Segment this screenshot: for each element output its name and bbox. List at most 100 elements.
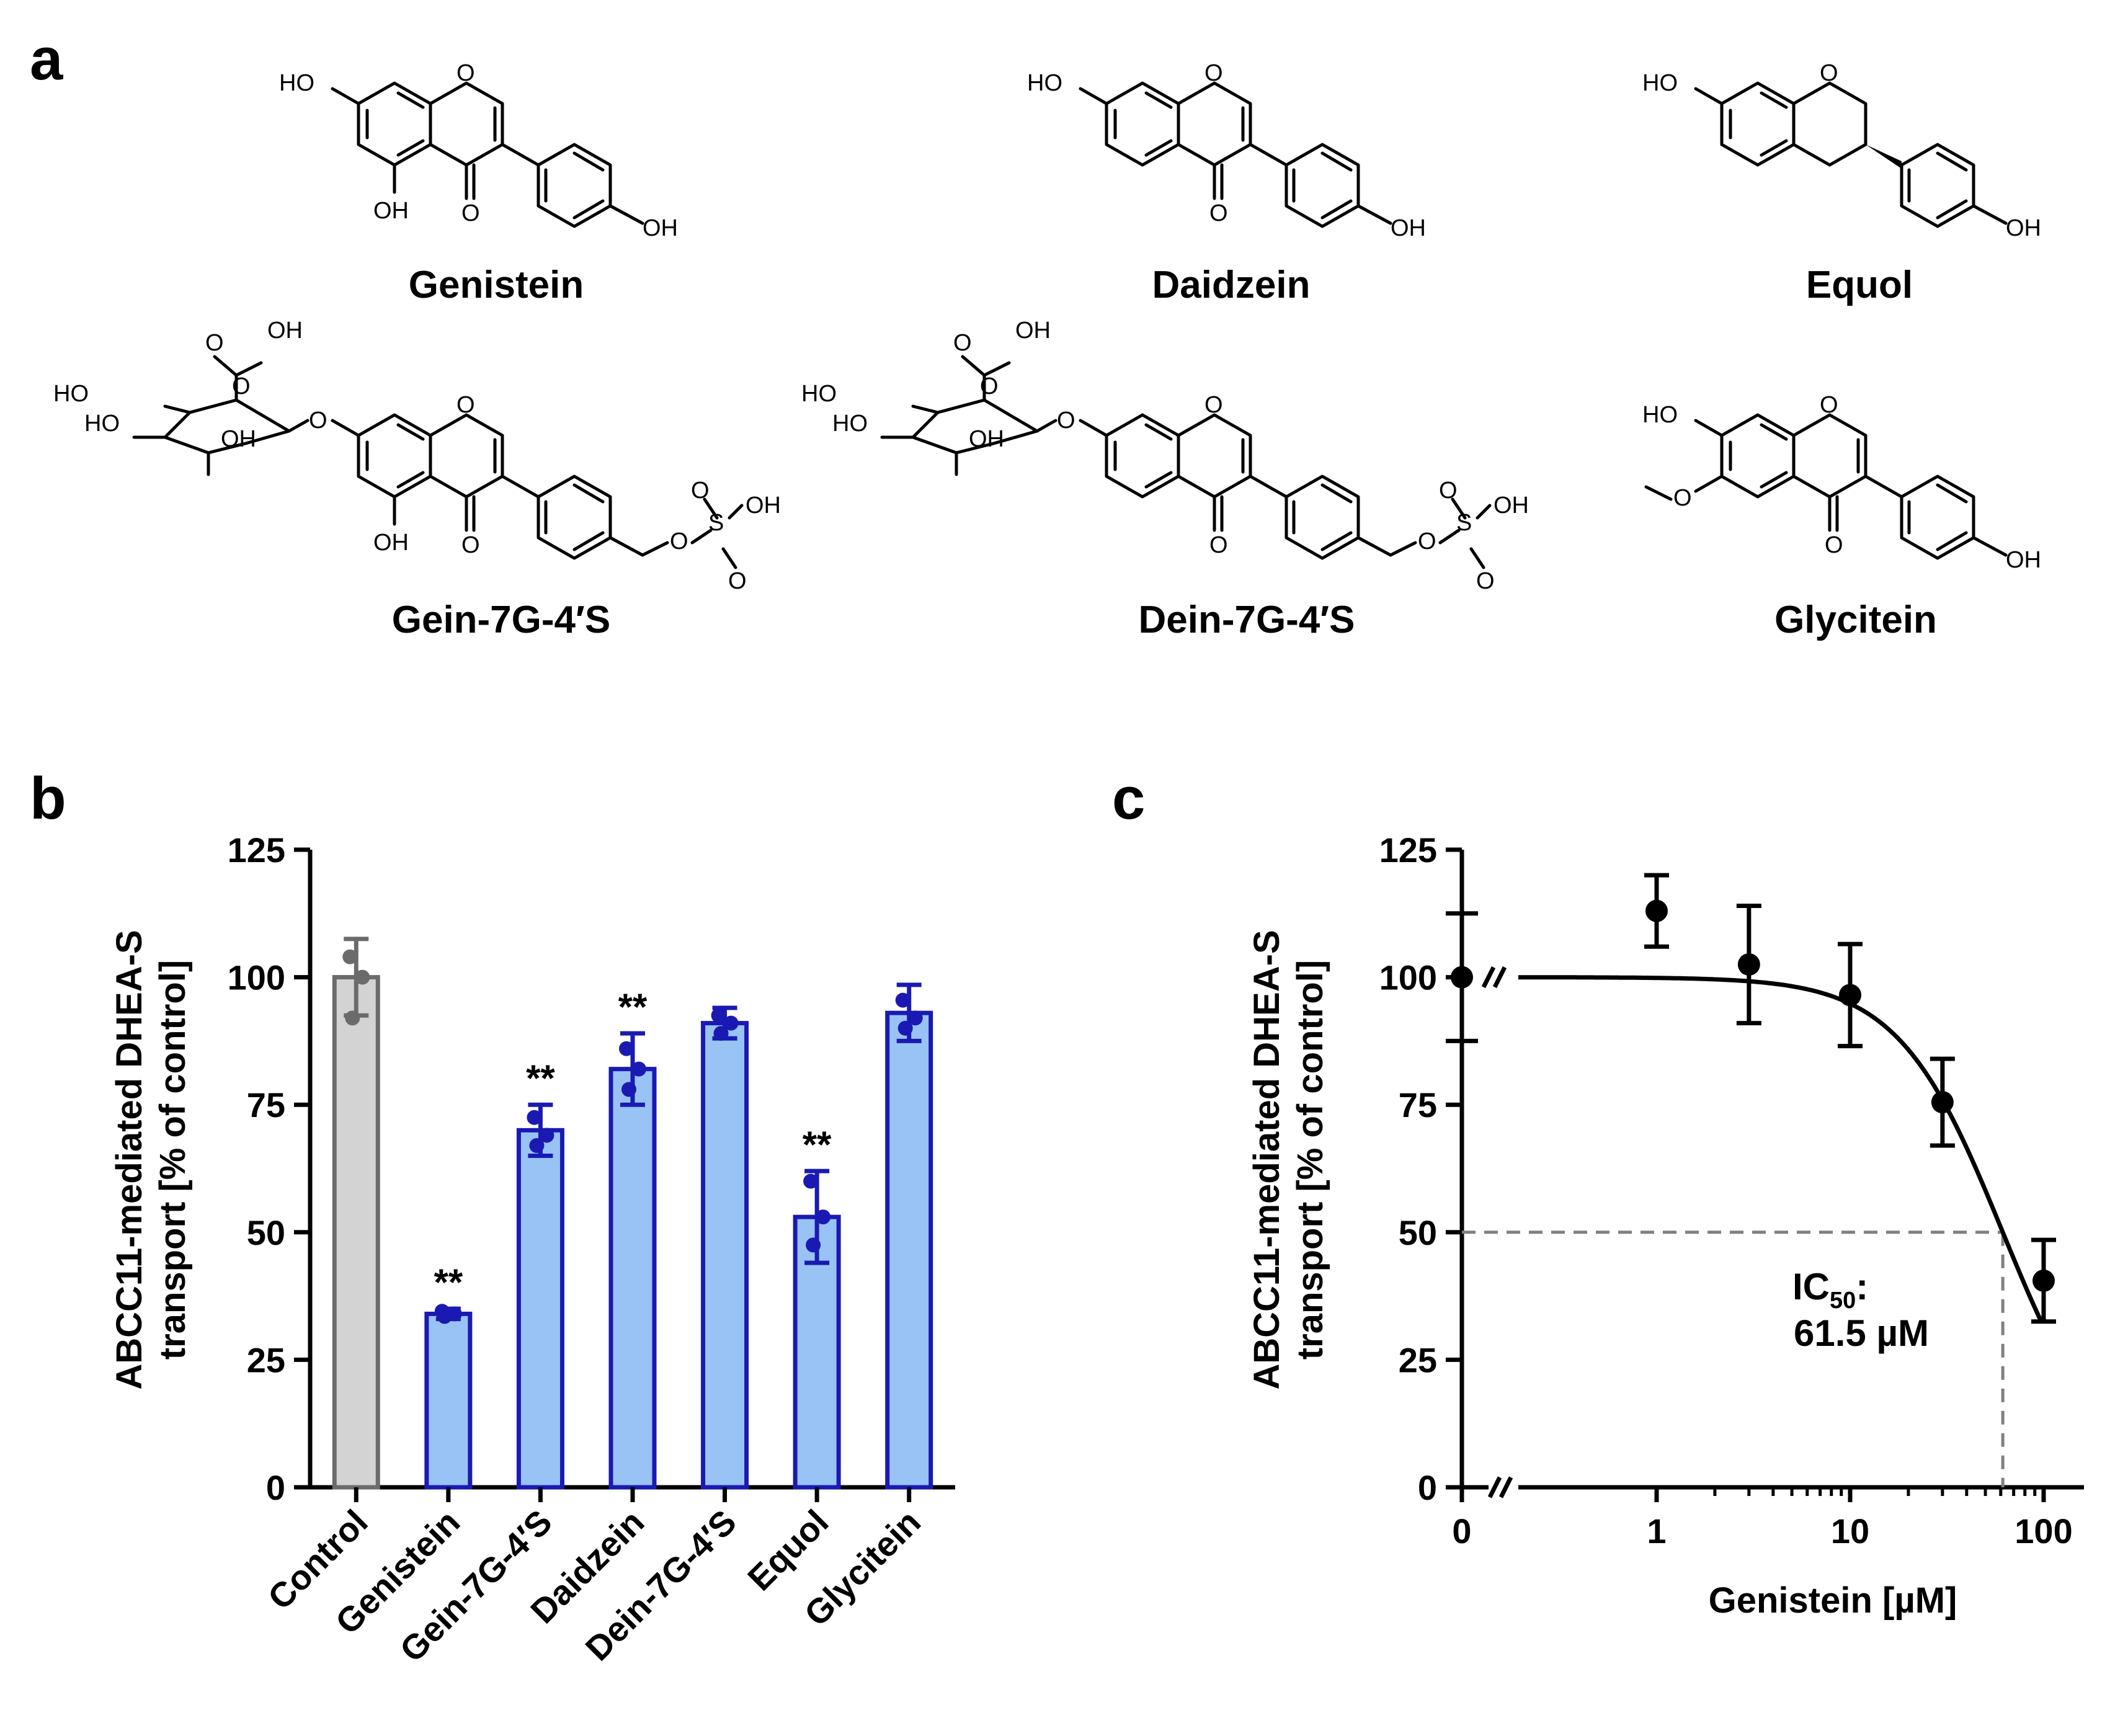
data-point: [631, 1061, 646, 1077]
bar: [701, 1021, 749, 1490]
ic50-label: IC50:: [1792, 1266, 1868, 1314]
data-point: [897, 1020, 913, 1036]
atom-label: O: [728, 568, 747, 594]
atom-label: O: [1209, 200, 1228, 226]
data-point: [2032, 1269, 2055, 1292]
y-tick-label: 125: [228, 830, 285, 870]
compound-name-equol: Equol: [1806, 264, 1913, 306]
data-point: [345, 1010, 360, 1026]
bar: [608, 1067, 657, 1490]
panel-label-b: b: [30, 765, 66, 832]
data-point: [713, 1026, 729, 1041]
data-point: [806, 1237, 821, 1253]
atom-label: OH: [2006, 547, 2041, 573]
y-tick-label: 25: [1399, 1340, 1437, 1379]
atom-label: O: [1820, 60, 1838, 86]
y-tick-label: 0: [266, 1468, 285, 1507]
atom-label: O: [670, 528, 688, 554]
atom-label: HO: [1642, 402, 1678, 428]
y-tick-label: 75: [1399, 1085, 1437, 1124]
x-tick-label: 10: [1831, 1511, 1869, 1551]
y-tick-label: 100: [228, 958, 285, 997]
fit-curve: [1518, 975, 2044, 1324]
atom-label: O: [1825, 532, 1843, 558]
ic50-colon: :: [1856, 1266, 1868, 1307]
bar: [516, 1128, 564, 1490]
axis-break-mark: [1481, 966, 1496, 989]
atom-label: HO: [53, 381, 89, 407]
atom-label: OH: [373, 530, 409, 556]
data-point: [907, 1010, 923, 1026]
data-point: [711, 1008, 726, 1023]
atom-label: O: [461, 532, 480, 558]
bar: [332, 975, 380, 1490]
bar: [424, 1311, 473, 1490]
data-point: [895, 992, 910, 1008]
x-tick-label: 100: [2014, 1511, 2072, 1551]
atom-label: OH: [267, 318, 303, 344]
atom-label: O: [205, 330, 224, 356]
significance-marker: **: [434, 1262, 463, 1303]
data-point: [816, 1209, 831, 1225]
y-axis-label-c-line1: ABCC11-mediated DHEA-S: [1247, 930, 1287, 1389]
atom-label: OH: [746, 492, 781, 519]
atom-label: S: [708, 510, 724, 536]
data-point: [1645, 899, 1668, 922]
panel-label-c: c: [1112, 765, 1145, 832]
bar: [885, 1010, 933, 1490]
atom-label: O: [309, 407, 327, 434]
atom-label: O: [1418, 528, 1436, 554]
data-point: [1839, 984, 1861, 1007]
ic50-value: 61.5 µM: [1794, 1312, 1929, 1354]
compound-name-dein-7g-4s: Dein-7G-4′S: [1138, 599, 1355, 641]
atom-label: OH: [643, 215, 678, 241]
data-point: [529, 1137, 545, 1153]
y-tick-label: 0: [1418, 1468, 1437, 1507]
data-point: [1931, 1091, 1954, 1114]
atom-label: O: [1204, 392, 1223, 418]
atom-label: O: [456, 392, 475, 418]
atom-label: HO: [801, 381, 837, 407]
atom-label: O: [691, 478, 710, 504]
atom-label: OH: [1015, 318, 1051, 344]
structure-genistein: HO O OH O OH: [279, 60, 678, 241]
atom-label: OH: [1391, 215, 1426, 241]
data-point: [437, 1309, 452, 1324]
atom-label: O: [980, 373, 999, 399]
atom-label: OH: [2006, 215, 2041, 241]
structure-equol: HO O OH: [1642, 60, 2041, 241]
atom-label: OH: [373, 198, 409, 224]
y-axis-label-line2: transport [% of control]: [153, 960, 193, 1360]
data-point: [539, 1128, 554, 1143]
x-tick-label: 1: [1647, 1511, 1666, 1551]
structure-dein-7g-4s: O OH HO HO OH O O O O O S O OH O: [801, 318, 1529, 594]
atom-label: HO: [279, 70, 314, 96]
data-point: [1737, 953, 1760, 976]
y-tick-label: 50: [1399, 1213, 1437, 1252]
bar-chart: 0255075100125ControlGenistein**Gein-7G-4…: [228, 830, 955, 1670]
ic50-prefix: IC: [1792, 1266, 1830, 1307]
data-point: [1451, 966, 1473, 989]
data-point: [619, 1041, 634, 1056]
ic50-subscript: 50: [1830, 1288, 1856, 1314]
axis-break-mark: [1492, 966, 1507, 989]
structure-gein-7g-4s: O OH HO HO OH O O O OH O O S O OH O: [53, 318, 781, 594]
x-axis-label-c: Genistein [µM]: [1709, 1580, 1957, 1621]
compound-name-genistein: Genistein: [409, 264, 584, 306]
atom-label: O: [461, 200, 480, 226]
atom-label: OH: [221, 426, 256, 452]
dose-response-chart: 0 25 50 75 100 125 0 1 10 100: [1379, 830, 2084, 1551]
significance-marker: **: [526, 1057, 555, 1099]
y-tick-label: 125: [1379, 830, 1437, 870]
y-axis-label-line1: ABCC11-mediated DHEA-S: [109, 930, 149, 1389]
atom-label: OH: [1494, 492, 1529, 519]
significance-marker: **: [803, 1124, 832, 1165]
axis-break-mark: [1487, 1476, 1502, 1498]
x-tick-label: 0: [1452, 1511, 1471, 1551]
atom-label: OH: [969, 426, 1004, 452]
panel-label-a: a: [30, 26, 63, 92]
atom-label: O: [1057, 407, 1075, 434]
atom-label: O: [1673, 485, 1692, 511]
y-tick-label: 50: [247, 1213, 285, 1252]
data-point: [527, 1110, 542, 1125]
